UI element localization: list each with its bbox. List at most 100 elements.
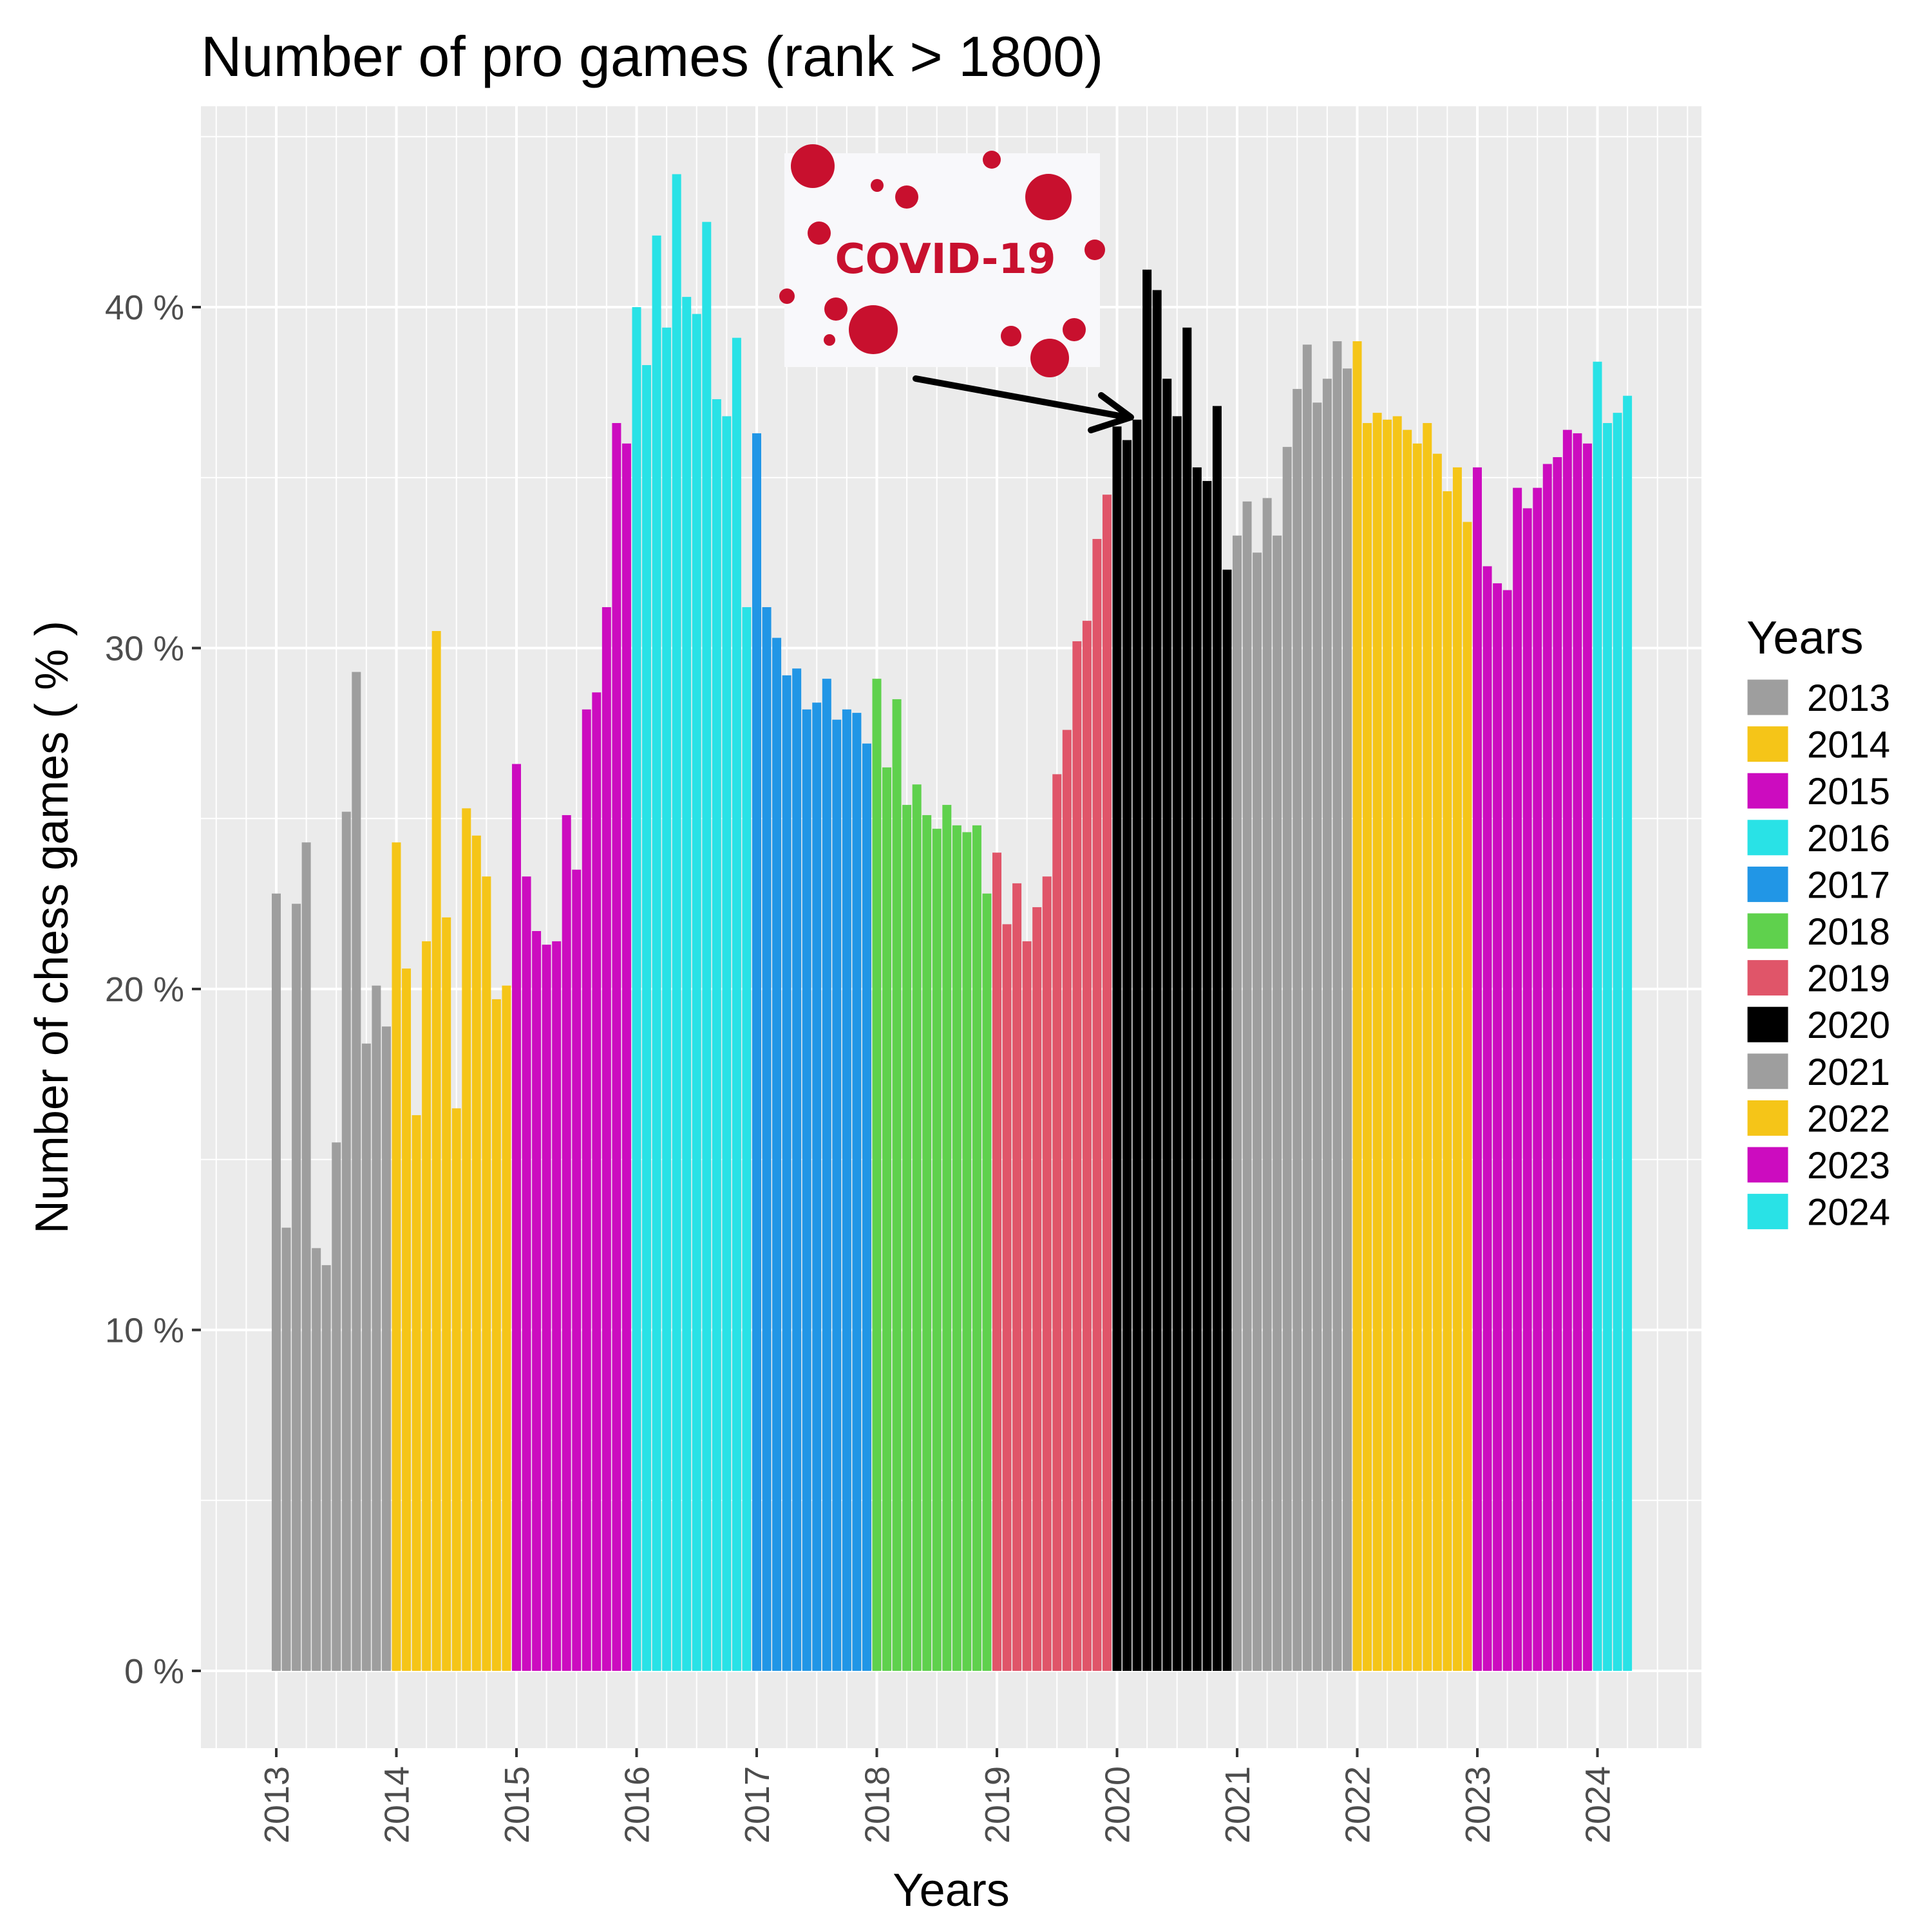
- bar: [992, 852, 1001, 1671]
- bar: [1172, 416, 1182, 1672]
- covid-arrow: [913, 375, 1134, 433]
- virus-icon: [1063, 318, 1086, 341]
- x-tick-label: 2019: [978, 1766, 1017, 1843]
- x-tick-label: 2020: [1099, 1766, 1137, 1843]
- chart-title: Number of pro games (rank > 1800): [201, 24, 1103, 88]
- legend-label: 2021: [1807, 1051, 1890, 1093]
- bar: [1332, 341, 1342, 1672]
- legend-label: 2024: [1807, 1192, 1890, 1234]
- bar: [652, 235, 661, 1671]
- bar: [1293, 389, 1302, 1671]
- bar: [1522, 508, 1532, 1671]
- legend-title: Years: [1747, 612, 1863, 664]
- bar: [772, 637, 782, 1671]
- y-tick-label: 40 %: [105, 288, 184, 327]
- bar: [562, 815, 571, 1671]
- bar: [352, 672, 361, 1671]
- bar: [381, 1026, 391, 1671]
- bar: [692, 314, 701, 1671]
- virus-icon: [895, 185, 918, 209]
- bar: [1573, 433, 1582, 1672]
- bar: [982, 893, 992, 1671]
- legend-key: [1745, 1192, 1790, 1232]
- bar: [332, 1142, 341, 1671]
- bar: [812, 702, 822, 1671]
- bar: [782, 675, 791, 1671]
- bar: [1613, 413, 1622, 1671]
- virus-icon: [824, 334, 835, 346]
- bar: [922, 815, 932, 1671]
- bar: [1253, 552, 1262, 1671]
- bar: [642, 365, 652, 1671]
- y-tick-label: 10 %: [105, 1312, 184, 1350]
- bar: [372, 985, 381, 1671]
- bar: [512, 764, 521, 1671]
- bar: [1513, 487, 1522, 1671]
- bar: [532, 930, 542, 1671]
- bar: [482, 876, 491, 1671]
- bar: [1002, 924, 1012, 1671]
- bar: [732, 337, 741, 1672]
- bar: [1242, 501, 1252, 1671]
- legend-label: 2014: [1807, 724, 1890, 766]
- bar: [412, 1115, 421, 1671]
- bar: [522, 876, 531, 1671]
- legend-label: 2017: [1807, 864, 1890, 906]
- bar: [682, 297, 692, 1671]
- bar: [601, 607, 611, 1672]
- bar: [632, 307, 641, 1671]
- bar: [1553, 457, 1562, 1671]
- legend-label: 2015: [1807, 771, 1890, 813]
- bar: [1102, 495, 1112, 1671]
- bar: [972, 825, 981, 1671]
- bar: [292, 903, 301, 1672]
- bar: [882, 767, 892, 1671]
- bar: [321, 1265, 331, 1671]
- bar: [752, 433, 761, 1672]
- bar: [1032, 907, 1042, 1671]
- virus-icon: [1084, 240, 1105, 260]
- bar: [1282, 447, 1292, 1671]
- bar: [1042, 876, 1052, 1671]
- bar: [341, 811, 351, 1671]
- bar: [1482, 566, 1492, 1672]
- bar: [1383, 419, 1392, 1671]
- bar: [552, 941, 562, 1671]
- bar: [1142, 269, 1152, 1671]
- bar: [862, 743, 871, 1671]
- bar: [312, 1248, 321, 1671]
- bar: [1222, 569, 1232, 1671]
- virus-icon: [1025, 174, 1072, 220]
- bar: [1162, 379, 1172, 1672]
- covid-image: COVID-19: [779, 144, 1105, 377]
- x-tick-label: 2021: [1218, 1766, 1257, 1843]
- bar: [471, 835, 481, 1671]
- covid-label: COVID-19: [835, 236, 1056, 283]
- bar: [1122, 440, 1132, 1671]
- y-tick-label: 20 %: [105, 970, 184, 1009]
- legend-label: 2013: [1807, 677, 1890, 719]
- x-tick-label: 2014: [378, 1766, 417, 1843]
- bar: [1342, 368, 1352, 1671]
- legend-key: [1745, 911, 1790, 951]
- bar: [1432, 453, 1442, 1672]
- x-axis-ticks: 2013 2014 2015 2016 2017 2018 2019 2020 2021 2022…: [258, 1748, 1618, 1843]
- bar: [1352, 341, 1362, 1672]
- bar: [1152, 290, 1162, 1671]
- virus-icon: [1001, 326, 1021, 346]
- bar: [1202, 481, 1212, 1671]
- bar: [612, 423, 621, 1671]
- bar: [1052, 774, 1062, 1671]
- bar: [1452, 467, 1462, 1671]
- bar: [1192, 467, 1202, 1671]
- legend-label: 2023: [1807, 1145, 1890, 1187]
- bar: [1623, 395, 1633, 1672]
- bar: [1302, 344, 1312, 1671]
- x-tick-label: 2016: [618, 1766, 657, 1843]
- bar: [402, 968, 412, 1671]
- bar: [592, 692, 601, 1671]
- bar: [842, 709, 851, 1671]
- legend-key: [1745, 1145, 1790, 1185]
- bar: [962, 832, 972, 1671]
